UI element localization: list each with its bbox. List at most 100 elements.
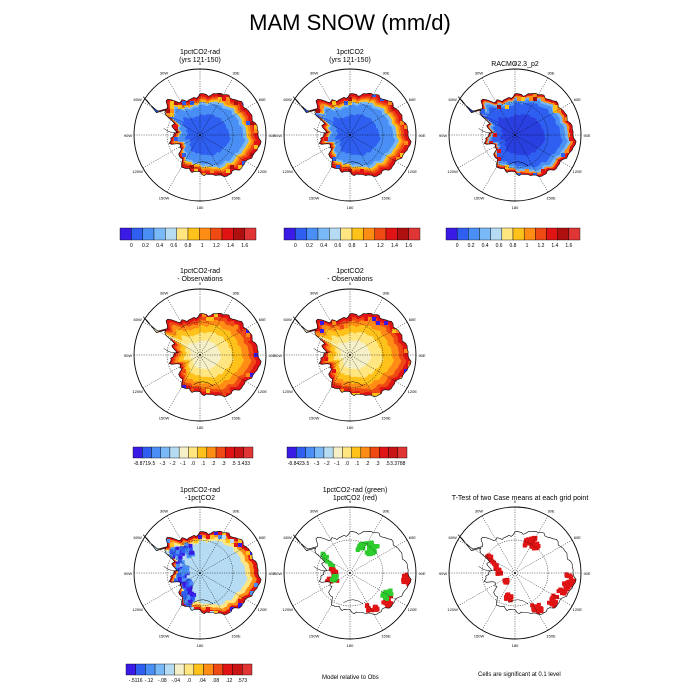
lon-label: 30W [475, 509, 483, 514]
lon-label: 120W [132, 169, 143, 174]
lon-label: 180 [347, 425, 354, 430]
lon-label: 150E [381, 415, 391, 420]
colorbar-box [221, 227, 234, 241]
colorbar-box [174, 663, 185, 676]
lon-label: 90E [418, 353, 425, 358]
colorbar-box [369, 446, 380, 459]
colorbar-label: .2 [365, 461, 369, 467]
colorbar-box [295, 227, 307, 241]
colorbar-label: 1 [365, 243, 368, 249]
colorbar-label: .3 [221, 461, 225, 467]
lon-label: 90W [124, 133, 132, 138]
lon-label: 60E [574, 97, 581, 102]
colorbar-box [468, 227, 480, 241]
colorbar-box [568, 227, 581, 241]
colorbar-label: -.5 [149, 461, 155, 467]
colorbar-label: -.5116 [129, 678, 143, 684]
lon-label: 120E [258, 169, 268, 174]
colorbar-label: .573 [237, 678, 247, 684]
colorbar-box [197, 446, 208, 459]
colorbar-box [283, 227, 296, 241]
lon-label: 150W [159, 633, 170, 638]
colorbar-label: -8.8423 [288, 461, 305, 467]
colorbar-box [160, 446, 171, 459]
lon-label: 0 [199, 281, 202, 286]
panel-title-7: 1pctCO2-rad (green) 1pctCO2 (red) [322, 487, 388, 502]
map-panel-3: 0 30E 60E 90E 120E 150E 180 150W 120W 90W 60W 30W [439, 61, 591, 210]
lon-label: 60W [134, 97, 142, 102]
map-panel-6: 0 30E 60E 90E 120E 150E 180 150W 120W 90W 60W 30W [124, 499, 276, 648]
colorbar-box [546, 227, 558, 241]
lon-label: 0 [199, 499, 202, 504]
colorbar-box [145, 663, 156, 676]
map-panel-4: 0 30E 60E 90E 120E 150E 180 150W 120W 90W 60W 30W [124, 281, 276, 430]
lon-label: 120E [408, 389, 418, 394]
lon-label: 90E [268, 353, 275, 358]
colorbar-box [456, 227, 469, 241]
map-panel-2: 0 30E 60E 90E 120E 150E 180 150W 120W 90W 60W 30W [274, 61, 426, 210]
colorbar-2: 0 0.2 0.4 0.6 0.8 1 1.2 1.4 1.6 [283, 227, 421, 249]
colorbar-box [385, 227, 398, 241]
colorbar-box [244, 227, 257, 241]
colorbar-label: .08 [212, 678, 219, 684]
lon-label: 150E [546, 633, 556, 638]
map-panel-8: 0 30E 60E 90E 120E 150E 180 150W 120W 90W 60W 30W [439, 499, 591, 648]
colorbar-box [243, 446, 254, 459]
colorbar-box [363, 227, 375, 241]
lon-label: 30W [475, 71, 483, 76]
lon-label: 30E [232, 71, 239, 76]
colorbar-label: -.3 [314, 461, 320, 467]
colorbar-box [153, 227, 166, 241]
colorbar-label: -.2 [324, 461, 330, 467]
colorbar-box [199, 227, 211, 241]
colorbar-label: .3 [375, 461, 379, 467]
lon-label: 90E [268, 133, 275, 138]
panel-title-3: RACMO2.3_p2 [491, 61, 539, 68]
panel-title-2: 1pctCO2 (yrs 121-150) [329, 49, 371, 64]
panel-title-1: 1pctCO2-rad (yrs 121-150) [179, 49, 221, 64]
colorbar-box [379, 446, 389, 459]
colorbar-box [225, 446, 235, 459]
field-8 [458, 531, 577, 615]
lon-label: 120W [132, 607, 143, 612]
lon-label: 120W [447, 607, 458, 612]
colorbar-label: -.2 [170, 461, 176, 467]
colorbar-label: 1 [201, 243, 204, 249]
colorbar-label: -8.8719 [134, 461, 151, 467]
colorbar-label: -.08 [158, 678, 167, 684]
lon-label: 90E [418, 571, 425, 576]
colorbar-6: -.5116 -.12 -.08 -.04 .0 .04 .08 .12 .573 [125, 663, 253, 684]
colorbar-box [215, 446, 226, 459]
colorbar-label: 3.3788 [390, 461, 406, 467]
lon-label: 60W [284, 97, 292, 102]
colorbar-box [296, 446, 306, 459]
colorbar-box [232, 663, 243, 676]
lon-label: 180 [197, 205, 204, 210]
colorbar-label: -.5 [303, 461, 309, 467]
lon-label: 30W [160, 291, 168, 296]
colorbar-label: .2 [211, 461, 215, 467]
lon-label: 120W [447, 169, 458, 174]
colorbar-box [479, 227, 491, 241]
colorbar-box [490, 227, 503, 241]
colorbar-label: .0 [345, 461, 349, 467]
colorbar-box [132, 446, 143, 459]
lon-label: 0 [349, 499, 352, 504]
lon-label: 90E [583, 571, 590, 576]
colorbar-box [164, 663, 175, 676]
lon-label: 30E [232, 509, 239, 514]
colorbar-box [210, 227, 223, 241]
colorbar-label: 0.6 [496, 243, 503, 249]
colorbar-label: 0.6 [170, 243, 177, 249]
lon-label: 150E [231, 415, 241, 420]
lon-label: 60E [409, 97, 416, 102]
colorbar-label: 0.8 [349, 243, 356, 249]
colorbar-box [187, 227, 200, 241]
colorbar-label: .04 [199, 678, 206, 684]
colorbar-label: 0 [456, 243, 459, 249]
lon-label: 90W [439, 571, 447, 576]
lon-label: 90W [274, 133, 282, 138]
colorbar-box [188, 446, 198, 459]
colorbar-box [332, 446, 343, 459]
